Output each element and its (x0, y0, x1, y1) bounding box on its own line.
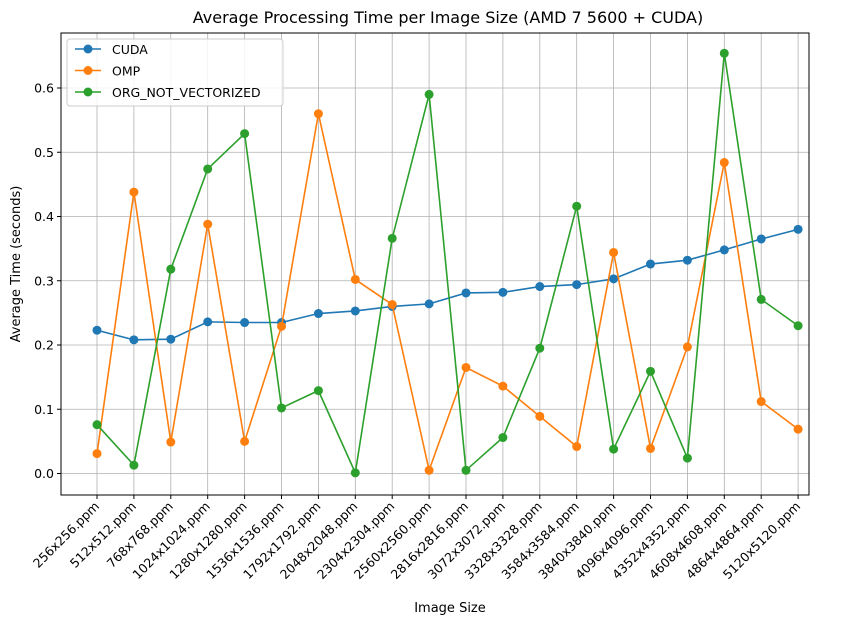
data-point (682, 255, 692, 265)
data-point (350, 306, 360, 316)
data-point (719, 48, 729, 58)
data-point (387, 233, 397, 243)
data-point (535, 282, 545, 292)
series-line (96, 113, 799, 474)
data-point (313, 309, 323, 319)
data-point (756, 397, 766, 407)
data-point (756, 234, 766, 244)
series-line (96, 228, 799, 341)
data-point (793, 224, 803, 234)
legend-label: ORG_NOT_VECTORIZED (112, 85, 261, 100)
y-axis-title: Average Time (seconds) (9, 186, 24, 343)
data-point (166, 264, 176, 274)
data-point (682, 453, 692, 463)
data-point (203, 219, 213, 229)
legend-box (66, 38, 284, 107)
legend-marker (83, 66, 93, 75)
data-point (498, 381, 508, 391)
data-point (719, 245, 729, 255)
data-point (166, 334, 176, 344)
data-point (535, 343, 545, 353)
data-point (461, 465, 471, 475)
y-tick-label: 0.6 (34, 81, 54, 96)
data-point (350, 468, 360, 478)
data-point (350, 274, 360, 284)
y-tick-label: 0.1 (34, 402, 54, 417)
data-point (682, 342, 692, 352)
data-point (129, 335, 139, 345)
data-point (535, 411, 545, 421)
data-point (203, 164, 213, 174)
data-point (609, 444, 619, 454)
series-line (96, 53, 799, 476)
data-point (793, 424, 803, 434)
data-point (240, 129, 250, 139)
data-point (387, 300, 397, 310)
data-point (129, 460, 139, 470)
data-point (646, 443, 655, 453)
legend-label: OMP (112, 64, 141, 79)
data-point (424, 465, 434, 475)
data-point (240, 318, 250, 328)
series-layer (92, 48, 803, 478)
data-point (166, 437, 176, 447)
chart-title: Average Processing Time per Image Size (… (193, 8, 703, 27)
data-point (461, 362, 471, 372)
data-point (92, 325, 102, 335)
data-point (498, 433, 508, 443)
data-point (646, 366, 655, 376)
data-point (572, 201, 582, 211)
y-tick-label: 0.3 (34, 273, 54, 288)
data-point (793, 321, 803, 331)
y-tick-label: 0.5 (34, 145, 54, 160)
data-point (572, 442, 582, 452)
legend-marker (83, 87, 93, 97)
data-point (313, 386, 323, 396)
data-point (92, 449, 102, 459)
y-tick-label: 0.2 (34, 338, 54, 353)
data-point (129, 187, 139, 197)
data-point (313, 109, 323, 119)
y-tick-label: 0.0 (34, 466, 54, 481)
data-point (424, 299, 434, 309)
data-point (203, 317, 213, 327)
data-point (240, 436, 250, 446)
data-point (92, 420, 102, 430)
y-tick-label: 0.4 (34, 209, 54, 224)
data-point (572, 280, 582, 290)
data-point (609, 274, 619, 284)
data-point (277, 403, 286, 413)
data-point (424, 89, 434, 99)
plot-frame (60, 32, 810, 496)
y-axis: 0.0 0.1 0.2 0.3 0.4 0.5 0.6 (34, 81, 61, 481)
data-point (277, 321, 286, 331)
legend-marker (83, 44, 93, 54)
legend-label: CUDA (112, 42, 148, 57)
data-point (756, 294, 766, 304)
x-axis-title: Image Size (414, 601, 486, 616)
data-point (609, 247, 619, 257)
data-point (719, 158, 729, 168)
data-point (461, 288, 471, 298)
data-point (646, 259, 655, 269)
legend: CUDA OMP ORG_NOT_VECTORIZED (66, 38, 284, 107)
data-point (498, 287, 508, 297)
